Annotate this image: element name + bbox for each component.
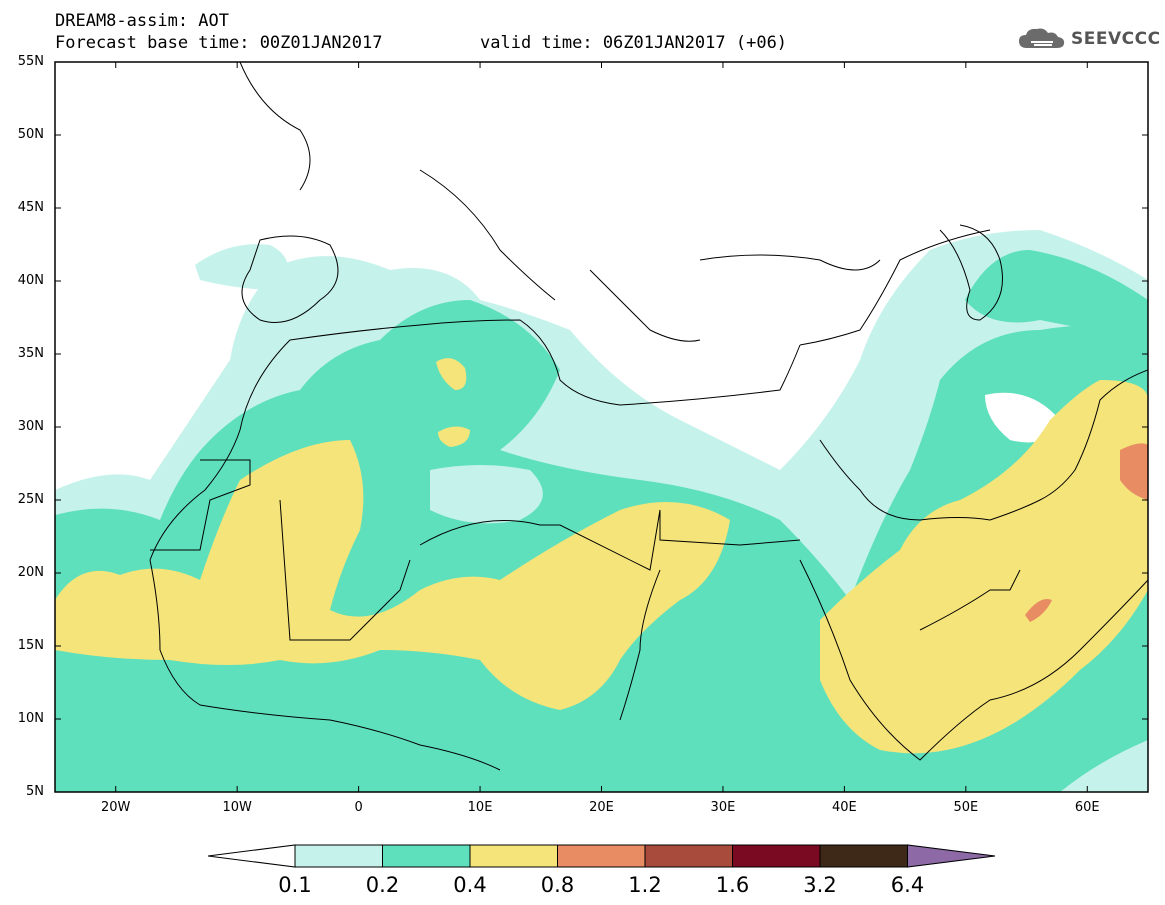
lon-label: 0	[354, 800, 363, 815]
colorbar-segment	[294, 844, 383, 868]
colorbar-segment	[644, 844, 733, 868]
aot-band-02-04-caspian	[965, 250, 1148, 340]
lon-label: 30E	[710, 800, 736, 815]
lat-label: 35N	[17, 346, 44, 361]
lat-label: 25N	[17, 492, 44, 507]
lon-label: 40E	[831, 800, 857, 815]
lon-label: 20W	[101, 800, 131, 815]
aot-band-04-08-sahel	[55, 440, 730, 710]
lat-label: 40N	[17, 273, 44, 288]
colorbar-segment	[382, 844, 471, 868]
colorbar-segment	[732, 844, 821, 868]
colorbar-max-arrow	[907, 844, 996, 868]
lon-label: 20E	[589, 800, 614, 815]
logo-text: SEEVCCC	[1071, 29, 1161, 49]
lat-label: 45N	[17, 200, 44, 215]
cloud-icon	[1019, 28, 1065, 48]
lat-label: 20N	[17, 565, 44, 580]
lon-label: 60E	[1074, 800, 1100, 815]
lon-label: 50E	[953, 800, 979, 815]
colorbar-segment	[819, 844, 908, 868]
lat-label: 10N	[17, 711, 44, 726]
lat-ticks	[55, 61, 1148, 793]
aot-clear-arabia	[985, 392, 1060, 443]
colorbar-min-arrow	[207, 844, 296, 868]
lon-ticks	[115, 62, 1088, 792]
aot-clear-libya	[430, 465, 543, 524]
aot-band-04-08-arabia	[820, 380, 1148, 754]
lat-label: 55N	[17, 54, 44, 69]
colorbar-label: 3.2	[803, 873, 837, 897]
chart-title: DREAM8-assim: AOT	[55, 11, 229, 31]
colorbar-segment	[557, 844, 646, 868]
colorbar-label: 0.2	[365, 873, 400, 897]
valid-time: valid time: 06Z01JAN2017 (+06)	[480, 33, 788, 53]
colorbar-label: 0.4	[453, 873, 487, 897]
colorbar-label: 0.8	[540, 873, 575, 897]
forecast-base-time: Forecast base time: 00Z01JAN2017	[55, 33, 383, 53]
colorbar-label: 0.1	[278, 873, 312, 897]
coastlines	[149, 62, 1148, 771]
aot-band-04-08-algeria	[438, 426, 470, 447]
aot-band-08-12-oman	[1120, 443, 1148, 500]
aot-band-04-08-tunisia	[436, 358, 467, 390]
lat-label: 50N	[17, 127, 44, 142]
colorbar-label: 1.6	[715, 873, 750, 897]
colorbar-label: 6.4	[890, 873, 925, 897]
colorbar-label: 1.2	[628, 873, 662, 897]
lon-label: 10W	[222, 800, 252, 815]
colorbar-segment	[469, 844, 558, 868]
colorbar	[207, 844, 996, 868]
lat-label: 30N	[17, 419, 44, 434]
lon-label: 10E	[467, 800, 493, 815]
aot-band-08-12-yemen	[1025, 599, 1052, 622]
aot-band-01-02-iberia	[195, 244, 288, 290]
lat-label: 15N	[17, 638, 44, 653]
seevccc-logo: SEEVCCC	[1017, 26, 1161, 52]
lat-label: 5N	[26, 784, 44, 799]
